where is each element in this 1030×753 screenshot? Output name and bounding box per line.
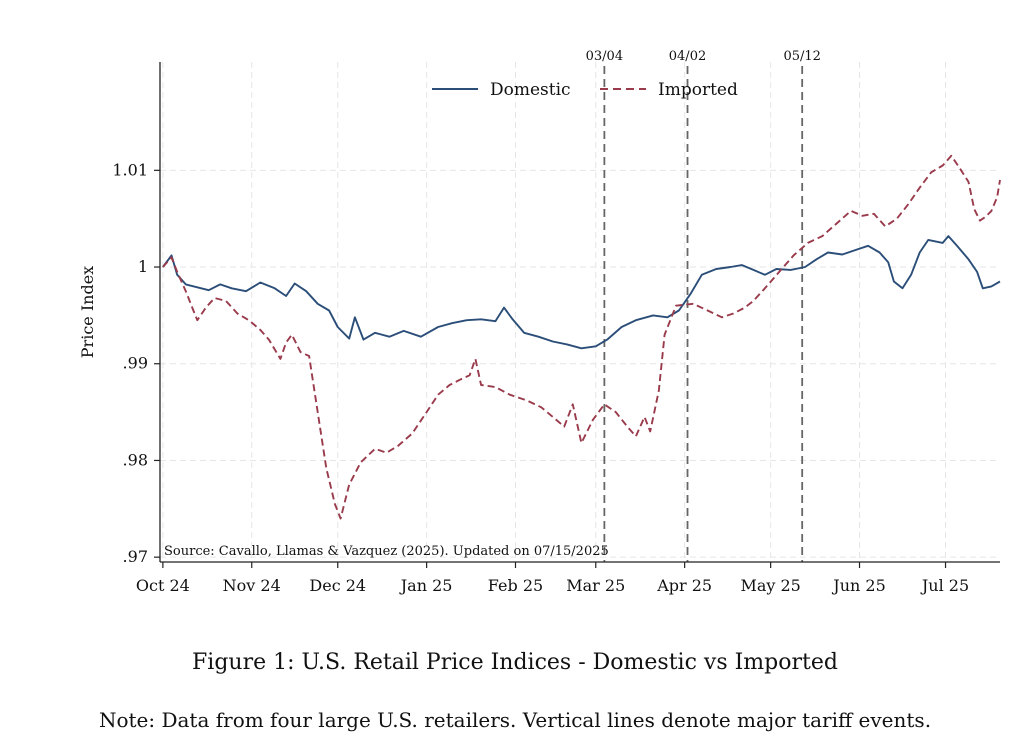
x-tick-label: May 25 <box>740 576 800 595</box>
legend-label-imported: Imported <box>658 80 738 100</box>
y-tick-label: .97 <box>123 547 148 566</box>
price-index-chart: 03/04 04/02 05/12 Price Index .97 .98 .99 1 1.… <box>78 49 1001 595</box>
grid-lines <box>160 62 1000 562</box>
y-axis-label: Price Index <box>78 266 97 358</box>
axes: Price Index .97 .98 .99 1 1.01 Oct 24 Nov 24 De… <box>78 62 1000 595</box>
x-tick-label: Feb 25 <box>488 576 543 595</box>
figure-caption: Figure 1: U.S. Retail Price Indices - Do… <box>192 650 838 675</box>
x-tick-label: Dec 24 <box>309 576 366 595</box>
tariff-event-label: 04/02 <box>669 49 706 64</box>
y-tick-label: .98 <box>123 450 148 469</box>
x-tick-label: Jun 25 <box>831 576 885 595</box>
x-tick-label: Mar 25 <box>566 576 625 595</box>
figure-note: Note: Data from four large U.S. retailer… <box>98 708 932 732</box>
x-tick-label: Jul 25 <box>920 576 969 595</box>
y-tick-label: .99 <box>123 354 148 373</box>
tariff-event-lines: 03/04 04/02 05/12 <box>586 49 821 562</box>
y-tick-label: 1 <box>138 257 148 276</box>
legend: Domestic Imported <box>432 80 738 100</box>
tariff-event-label: 03/04 <box>586 49 623 64</box>
y-tick-label: 1.01 <box>112 160 148 179</box>
source-annotation: Source: Cavallo, Llamas & Vazquez (2025)… <box>164 544 609 559</box>
series-line-imported <box>162 154 1001 520</box>
series-lines <box>162 154 1001 520</box>
legend-label-domestic: Domestic <box>490 80 571 100</box>
x-tick-label: Oct 24 <box>136 576 190 595</box>
tariff-event-label: 05/12 <box>783 49 820 64</box>
series-line-domestic <box>162 235 1001 350</box>
x-tick-label: Nov 24 <box>223 576 281 595</box>
x-tick-label: Apr 25 <box>656 576 712 595</box>
x-tick-label: Jan 25 <box>399 576 453 595</box>
